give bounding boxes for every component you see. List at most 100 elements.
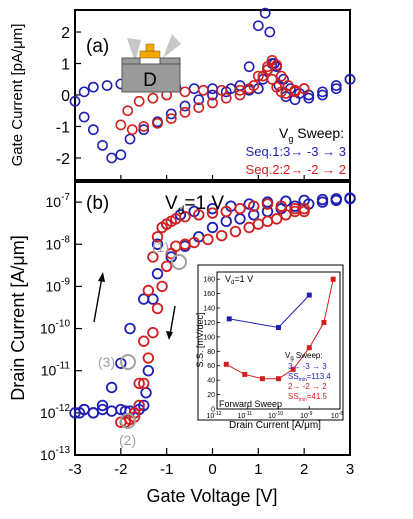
panel-a-label: (a) bbox=[86, 36, 109, 57]
inset-legend-seq2: 2→ -2 → 2 bbox=[288, 382, 327, 391]
panel-b-data-point bbox=[96, 399, 109, 412]
panel-b-y-tick-label: 10-13 bbox=[40, 445, 70, 463]
legend-title: Vg Sweep: bbox=[279, 125, 344, 144]
inset-data-point bbox=[226, 316, 232, 322]
inset-y-tick-label: 20 bbox=[207, 392, 215, 399]
inset-data-point bbox=[306, 292, 312, 298]
panel-b-data-point bbox=[261, 198, 274, 210]
panel-b-data-point bbox=[142, 284, 155, 297]
panel-a-data-point bbox=[330, 80, 342, 91]
panel-b-data-points bbox=[69, 192, 356, 428]
panel-b-data-point bbox=[261, 215, 274, 228]
panel-a-data-point bbox=[87, 124, 99, 136]
panel-a-data-point bbox=[115, 119, 127, 131]
inset-y-tick-label: 80 bbox=[207, 349, 215, 356]
inset-x-axis-label: Drain Current [A/μm] bbox=[229, 420, 321, 431]
panel-a-data-point bbox=[317, 89, 328, 101]
device-label: D bbox=[143, 70, 157, 91]
inset-data-point bbox=[223, 361, 229, 367]
panel-b-data-point bbox=[179, 211, 191, 223]
panel-b-data-point bbox=[147, 326, 159, 339]
annotation-1: (1) bbox=[152, 239, 169, 255]
panel-a-data-point bbox=[101, 80, 113, 91]
panel-b-data-point bbox=[298, 194, 310, 207]
inset-y-tick-label: 100 bbox=[203, 334, 215, 341]
panel-b-x-ticks: -3 -2 -1 0 1 2 3 bbox=[68, 448, 354, 478]
inset-ss-seq2: SSmin=41.5 bbox=[288, 392, 328, 403]
panel-a-data-point bbox=[280, 88, 292, 99]
inset-y-tick-label: 0 bbox=[211, 407, 215, 414]
panel-b-x-tick-label: 1 bbox=[254, 461, 262, 478]
panel-a-data-point bbox=[138, 124, 150, 136]
inset-data-point bbox=[259, 376, 265, 382]
inset-y-axis-label: S.S. [mV/dec] bbox=[195, 312, 205, 367]
panel-a-data-point bbox=[115, 149, 127, 161]
device-top-right bbox=[159, 57, 181, 65]
panel-b-data-point bbox=[140, 387, 152, 399]
panel-a-data-point bbox=[317, 86, 328, 98]
vd-label: Vd=1 V bbox=[165, 193, 224, 217]
panel-b-data-point bbox=[87, 407, 100, 419]
inset-vd-label: Vd=1 V bbox=[225, 274, 253, 286]
light-cone-left bbox=[127, 38, 141, 62]
panel-b-x-tick-label: -1 bbox=[160, 461, 173, 478]
panel-b-data-point bbox=[142, 352, 155, 364]
panel-b-data-point bbox=[275, 200, 287, 212]
panel-a-y-tick-label: 0 bbox=[61, 88, 70, 105]
panel-b-data-point bbox=[138, 377, 150, 390]
sweep-arrow-down bbox=[166, 305, 176, 340]
inset-x-ticks: 10-12 10-11 10-10 10-9 10-8 bbox=[206, 406, 343, 420]
panel-a-data-point bbox=[216, 84, 228, 96]
panel-a-data-point bbox=[259, 7, 271, 19]
panel-a-data-point bbox=[78, 111, 90, 123]
panel-a-data-point bbox=[275, 70, 287, 82]
inset-y-tick-label: 180 bbox=[203, 277, 215, 284]
panel-a-data-point bbox=[152, 117, 163, 129]
panel-a-data-point bbox=[303, 92, 315, 104]
panel-a-data-point bbox=[298, 83, 310, 95]
panel-b-series-seq2 bbox=[115, 198, 310, 428]
panel-b-data-point bbox=[220, 205, 232, 218]
panel-a-data-point bbox=[264, 26, 276, 38]
panel-a-y-ticks: -2 -1 0 1 2 bbox=[56, 25, 351, 180]
panel-a-data-point bbox=[248, 80, 260, 91]
gate-contact bbox=[145, 43, 155, 52]
panel-a-data-point bbox=[234, 89, 246, 101]
panel-b-x-tick-label: -3 bbox=[68, 461, 81, 478]
panel-b-data-point bbox=[234, 213, 246, 225]
panel-b-y-tick-label: 10-10 bbox=[40, 319, 70, 337]
panel-a-data-point bbox=[97, 139, 108, 151]
panel-a-data-point bbox=[133, 95, 145, 107]
panel-b-data-point bbox=[105, 381, 118, 394]
inset-series bbox=[223, 276, 336, 382]
inset-background bbox=[197, 264, 344, 421]
inset-y-tick-label: 160 bbox=[203, 291, 215, 298]
panel-a-data-point bbox=[193, 94, 205, 106]
light-cone-right bbox=[163, 34, 181, 58]
inset-data-point bbox=[290, 366, 296, 372]
panel-a-data-point bbox=[126, 124, 138, 136]
inset-y-ticks: 0 20 40 60 80 100 120 140 160 180 bbox=[203, 277, 220, 414]
panel-b-data-point bbox=[156, 280, 168, 293]
panel-a-data-point bbox=[330, 83, 342, 95]
panel-a-data-point bbox=[147, 92, 159, 104]
gate-electrode bbox=[139, 50, 161, 59]
panel-b-data-point bbox=[220, 215, 232, 228]
panel-a-data-point bbox=[207, 97, 218, 109]
panel-b-x-tick-label: 3 bbox=[346, 461, 354, 478]
panel-a-y-tick-label: 1 bbox=[61, 57, 70, 74]
panel-a-data-point bbox=[257, 70, 269, 82]
inset-note: Forward Sweep bbox=[219, 399, 282, 409]
panel-b-data-point bbox=[133, 377, 145, 390]
panel-a-data-point bbox=[188, 83, 200, 95]
panel-a-data-point bbox=[266, 73, 278, 85]
marker-3-circle bbox=[120, 354, 136, 370]
panel-b-data-point bbox=[234, 202, 246, 215]
inset-x-tick-label: 10-11 bbox=[237, 411, 252, 420]
panel-b-data-point bbox=[280, 209, 292, 221]
panel-b-data-point bbox=[215, 229, 228, 242]
panel-a-data-point bbox=[78, 86, 90, 98]
panel-b-label: (b) bbox=[86, 193, 109, 214]
panel-b-data-point bbox=[206, 221, 219, 234]
panel-b-data-point bbox=[193, 209, 205, 221]
